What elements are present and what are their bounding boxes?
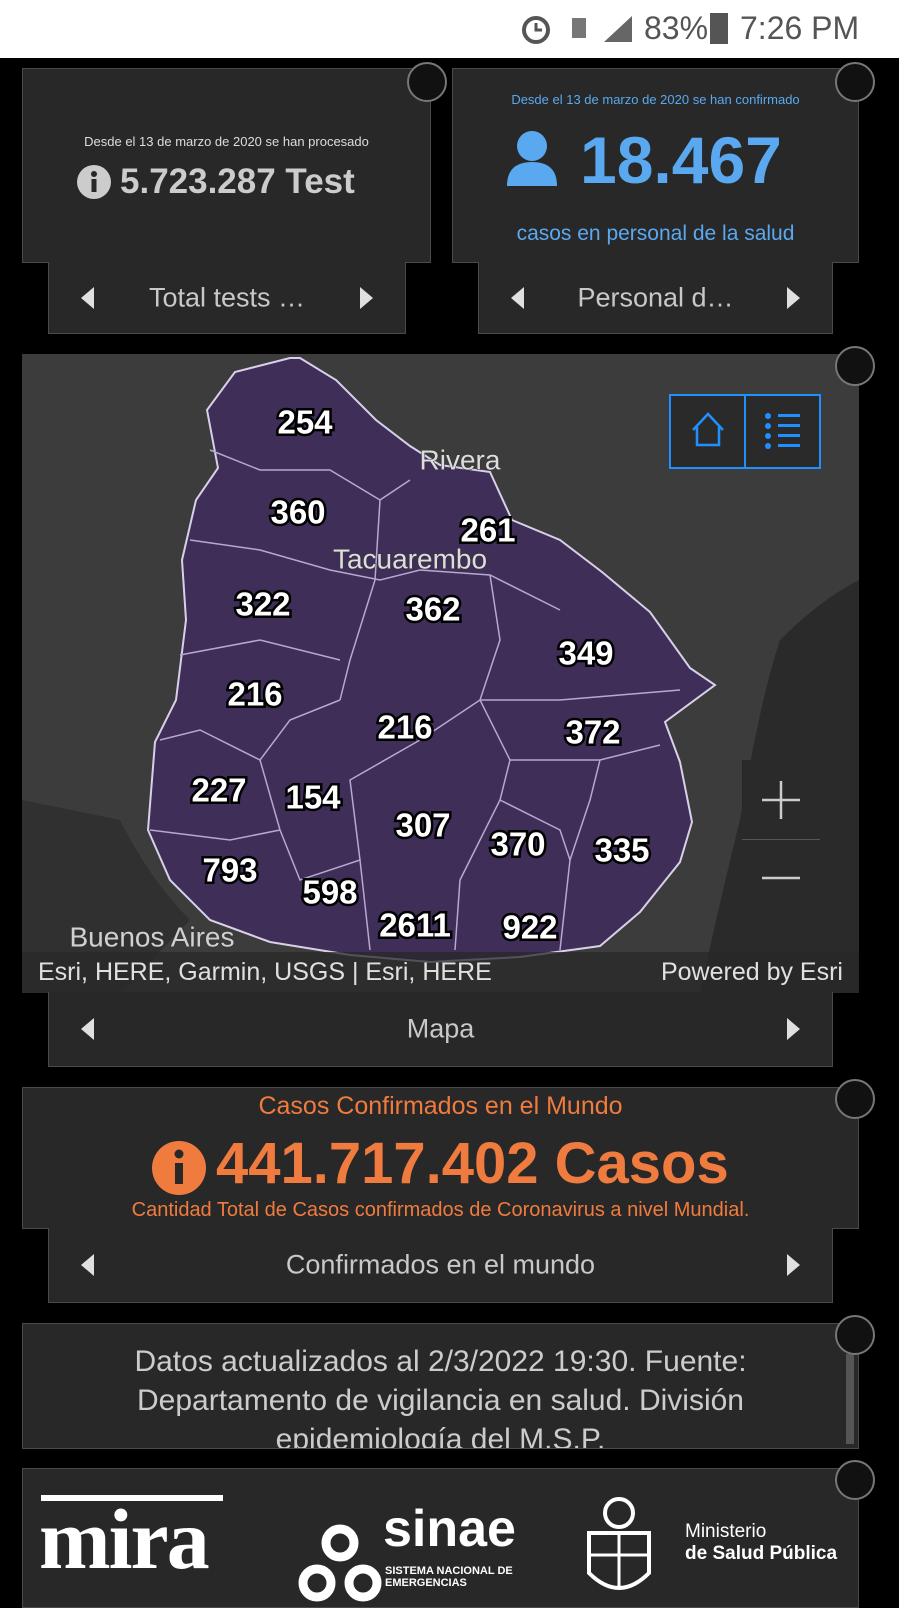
powered-by: Powered by Esri: [661, 958, 843, 986]
sinae-logo: sinae: [383, 1500, 516, 1558]
river: [22, 800, 190, 993]
next-button[interactable]: [360, 286, 373, 309]
next-button[interactable]: [787, 286, 800, 309]
expand-button[interactable]: [835, 346, 875, 386]
department-count: 216: [227, 676, 282, 713]
status-icons: [522, 16, 632, 44]
expand-button[interactable]: [835, 62, 875, 102]
nav-label: Confirmados en el mundo: [285, 1249, 596, 1280]
clock: 7:26 PM: [740, 10, 860, 46]
zoom-controls: [742, 760, 820, 918]
department-count: 261: [460, 512, 515, 549]
expand-button[interactable]: [407, 62, 447, 102]
department-count: 922: [502, 909, 557, 946]
department-count: 372: [565, 714, 620, 751]
uruguay-shape: [146, 357, 717, 964]
place-label: Rivera: [420, 444, 501, 475]
info-icon: [152, 1141, 206, 1195]
department-count: 362: [405, 591, 460, 628]
world-nav: Confirmados en el mundo: [48, 1228, 833, 1303]
person-icon: [507, 131, 557, 186]
prev-button[interactable]: [81, 1254, 94, 1276]
health-value: 18.467: [580, 123, 782, 197]
ministry-line1: Ministerio: [685, 1521, 767, 1542]
nav-label: Personal d…: [577, 282, 734, 312]
map-nav: Mapa: [48, 992, 833, 1067]
world-description: Cantidad Total de Casos confirmados de C…: [131, 1199, 750, 1221]
home-list-buttons: [669, 394, 821, 469]
place-label: Buenos Aires: [70, 921, 235, 952]
department-count: 598: [302, 874, 357, 911]
battery-icon: [710, 13, 728, 44]
expand-button[interactable]: [835, 1315, 875, 1355]
department-count: 370: [490, 826, 545, 863]
attribution: Esri, HERE, Garmin, USGS | Esri, HERE: [38, 958, 492, 986]
mira-bar: [41, 1495, 223, 1501]
place-label: Tacuarembo: [333, 543, 487, 574]
nav-label: Mapa: [406, 1013, 475, 1044]
department-count: 322: [235, 586, 290, 623]
health-caption: Desde el 13 de marzo de 2020 se han conf…: [511, 92, 800, 107]
sinae-emblem: [298, 1524, 382, 1602]
mira-logo: mira: [39, 1491, 210, 1587]
world-title: Casos Confirmados en el Mundo: [258, 1092, 623, 1120]
ministry-emblem: [587, 1497, 651, 1590]
attribution-bar: [22, 952, 859, 993]
health-nav: Personal d…: [478, 262, 833, 334]
department-count: 793: [202, 852, 257, 889]
scrollbar: [846, 1354, 854, 1444]
department-borders: [149, 449, 681, 951]
map: Rivera Tacuarembo Buenos Aires 254 360 261 322…: [22, 354, 859, 993]
department-count: 154: [285, 779, 341, 816]
logos-card: mira sinae SISTEMA NACIONAL DE EMERGENCI…: [22, 1468, 859, 1608]
prev-button[interactable]: [511, 286, 524, 309]
next-button[interactable]: [787, 1018, 800, 1040]
health-subtitle: casos en personal de la salud: [516, 222, 795, 245]
info-icon: [77, 165, 111, 199]
expand-button[interactable]: [835, 1079, 875, 1119]
department-count: 2611: [379, 907, 451, 944]
tests-nav: Total tests …: [48, 262, 406, 334]
tests-caption: Desde el 13 de marzo de 2020 se han proc…: [84, 134, 369, 149]
nav-label: Total tests …: [148, 282, 306, 312]
next-button[interactable]: [787, 1254, 800, 1276]
tests-value: 5.723.287 Test: [120, 162, 355, 201]
ministry-line2: de Salud Pública: [685, 1543, 838, 1564]
department-count: 307: [395, 807, 450, 844]
sinae-subtitle: SISTEMA NACIONAL DE EMERGENCIAS: [385, 1565, 513, 1589]
department-count: 360: [270, 494, 325, 531]
update-text: Datos actualizados al 2/3/2022 19:30. Fu…: [134, 1345, 747, 1449]
expand-button[interactable]: [835, 1460, 875, 1500]
department-count: 335: [594, 832, 649, 869]
department-count: 216: [377, 709, 432, 746]
department-count: 254: [277, 404, 333, 441]
status-bar: 83% 7:26 PM: [0, 0, 899, 58]
home-button[interactable]: [669, 394, 746, 469]
battery-percent: 83%: [644, 10, 709, 46]
legend-button[interactable]: [744, 394, 821, 469]
prev-button[interactable]: [81, 1018, 94, 1040]
department-count: 227: [191, 772, 246, 809]
update-card: Datos actualizados al 2/3/2022 19:30. Fu…: [22, 1323, 859, 1449]
department-count: 349: [558, 635, 613, 672]
world-value: 441.717.402 Casos: [216, 1131, 729, 1196]
prev-button[interactable]: [81, 286, 94, 309]
